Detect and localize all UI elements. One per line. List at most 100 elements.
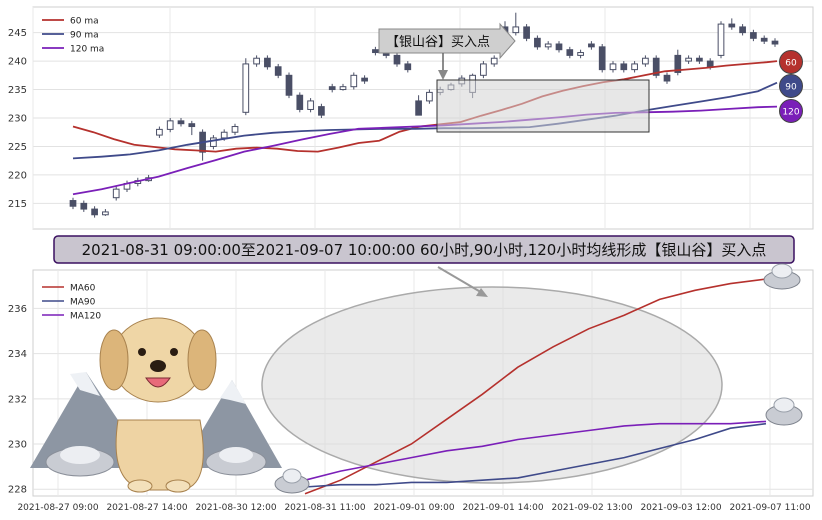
dog-ear-right-icon	[187, 329, 217, 391]
candle-body	[674, 54, 682, 73]
banner-pointer	[437, 266, 488, 297]
candle	[620, 61, 628, 73]
series-badge-circle	[779, 99, 803, 123]
candle	[663, 72, 671, 84]
candle-body	[771, 40, 779, 45]
series-badge: 120	[779, 99, 803, 123]
candle-body	[242, 63, 250, 113]
candle	[112, 186, 120, 201]
pointer-line	[437, 266, 485, 295]
series-badge-label: 60	[785, 59, 797, 69]
candle	[296, 92, 304, 113]
candle	[566, 46, 574, 59]
candle-body	[112, 188, 120, 199]
candle	[760, 35, 768, 44]
bottom-xtick-label: 2021-09-03 12:00	[640, 503, 721, 513]
ingot-marker-mid	[765, 397, 803, 426]
candle-body	[523, 26, 530, 39]
candle-body	[426, 91, 433, 102]
top-ytick-label: 240	[8, 57, 27, 68]
candle	[285, 72, 293, 99]
highlight-ellipse	[261, 286, 723, 484]
callout-arrow-shape	[378, 22, 516, 60]
candle-body	[739, 26, 746, 34]
dog-eye-icon	[170, 348, 178, 356]
dog-tongue-icon	[145, 377, 171, 388]
candle-body	[264, 57, 271, 68]
banner-box	[53, 235, 795, 264]
candle-body	[620, 63, 628, 71]
top-series-line-ma120	[72, 105, 778, 196]
bottom-xtick-label: 2021-08-30 12:00	[195, 503, 276, 513]
bottom-legend-label: MA60	[70, 284, 96, 294]
bottom-xtick-label: 2021-08-27 14:00	[106, 503, 187, 513]
silver-ingot-top-icon	[60, 446, 100, 464]
series-badge-label: 120	[782, 108, 799, 118]
candle-body	[404, 63, 412, 71]
candle-body	[555, 43, 563, 51]
top-ytick-label: 220	[8, 170, 27, 181]
candle-body	[253, 57, 260, 65]
candle	[156, 126, 163, 138]
candle	[177, 118, 185, 127]
candle	[102, 209, 109, 216]
silver-ingot-top-icon	[219, 447, 253, 463]
series-badge-circle	[779, 74, 803, 98]
candle	[490, 55, 498, 67]
bottom-xtick-label: 2021-09-01 09:00	[373, 503, 454, 513]
candle	[210, 135, 217, 150]
bottom-series-line-ma90	[304, 422, 767, 488]
candle	[652, 55, 660, 79]
candle-body	[393, 54, 401, 65]
ingot-marker-top	[763, 263, 801, 290]
candlestick-panel: 215 220 225 230 235 240 245 60 ma 90 ma 120 ma 【…	[8, 6, 814, 230]
top-series-line-ma90	[72, 81, 778, 160]
candle	[253, 55, 260, 67]
candle	[264, 55, 271, 70]
candle-body	[210, 137, 217, 147]
candle-body	[318, 106, 325, 116]
candle-body	[80, 202, 88, 210]
bottom-xtick-label: 2021-09-02 13:00	[551, 503, 632, 513]
candle-body	[307, 100, 314, 110]
candle-body	[166, 120, 174, 130]
candle	[631, 61, 638, 73]
candle-body	[102, 211, 109, 216]
candle-body	[685, 57, 692, 62]
top-ytick-label: 235	[8, 85, 27, 96]
candle-body	[350, 74, 358, 88]
signal-label: 【银山谷】买入点	[386, 35, 490, 50]
dog-nose-icon	[150, 360, 166, 372]
dog-ear-left-icon	[99, 329, 129, 391]
candle-body	[512, 26, 520, 34]
bottom-ytick-label: 236	[8, 304, 27, 315]
bottom-xtick-label: 2021-09-01 14:00	[462, 503, 543, 513]
dog-body-icon	[115, 419, 204, 491]
bottom-ytick-label: 232	[8, 394, 27, 405]
candle-body	[717, 23, 725, 56]
top-ytick-label: 230	[8, 114, 27, 125]
candle	[339, 83, 347, 91]
candle-body	[577, 52, 584, 56]
candle	[372, 46, 379, 56]
candle	[166, 118, 174, 133]
bottom-ytick-label: 230	[8, 440, 27, 451]
candle	[350, 72, 358, 90]
banner-text: 2021-08-31 09:00:00至2021-09-07 10:00:00 …	[82, 241, 767, 259]
bottom-series-line-ma120	[304, 420, 767, 481]
candle	[328, 83, 336, 93]
top-legend-label: 120 ma	[70, 45, 104, 55]
silver-ingot-top-icon	[773, 397, 795, 413]
candle-body	[231, 126, 239, 133]
candle-body	[609, 63, 617, 71]
candle-body	[91, 208, 98, 216]
bottom-xtick-label: 2021-09-07 11:00	[729, 503, 810, 513]
candle-body	[566, 49, 574, 56]
bottom-xtick-label: 2021-08-31 11:00	[284, 503, 365, 513]
candle	[642, 55, 649, 67]
candle	[80, 200, 88, 212]
candle-body	[588, 43, 595, 48]
series-badge-label: 90	[785, 83, 797, 93]
candle	[512, 12, 520, 36]
